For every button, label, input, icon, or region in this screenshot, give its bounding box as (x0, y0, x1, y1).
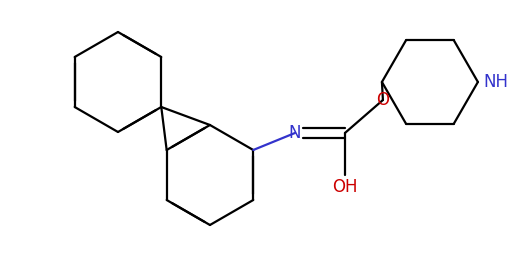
Text: N: N (289, 124, 301, 142)
Text: OH: OH (332, 178, 358, 196)
Text: NH: NH (483, 73, 508, 91)
Text: O: O (376, 91, 390, 109)
